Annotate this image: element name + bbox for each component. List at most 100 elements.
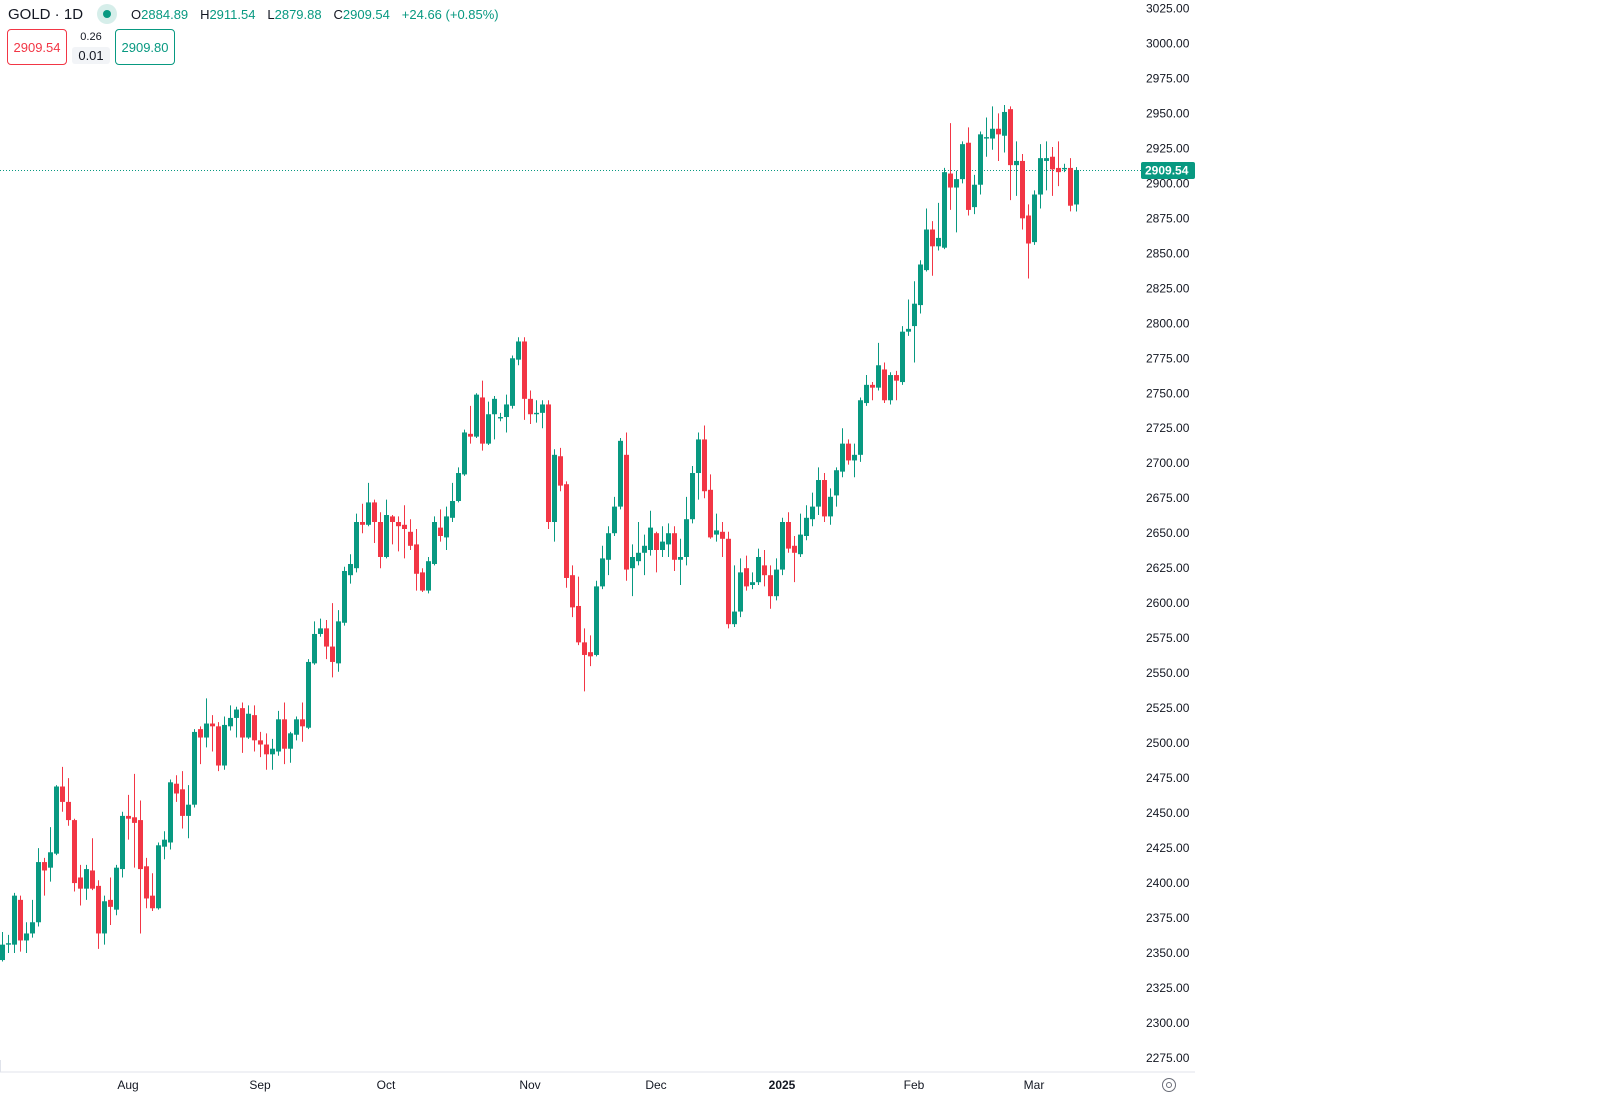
candle-body <box>204 723 209 738</box>
candle-down <box>708 474 713 539</box>
candles <box>0 104 1079 962</box>
candle-body <box>936 237 941 247</box>
candle-up <box>600 545 605 590</box>
candle-body <box>1002 111 1007 136</box>
price-tick-label: 2950.00 <box>1146 106 1190 120</box>
candle-up <box>6 934 11 954</box>
price-tick-label: 2400.00 <box>1146 876 1190 890</box>
price-tick-label: 2750.00 <box>1146 386 1190 400</box>
candle-body <box>378 522 383 557</box>
candle-up <box>666 523 671 557</box>
candle-down <box>948 123 953 210</box>
candle-up <box>348 554 353 584</box>
candle-body <box>324 628 329 647</box>
market-status-icon[interactable] <box>97 4 118 24</box>
price-tick-label: 2300.00 <box>1146 1016 1190 1030</box>
price-tick-label: 3025.00 <box>1146 1 1190 15</box>
candle-body <box>282 719 287 749</box>
candle-down <box>996 113 1001 161</box>
candle-body <box>726 538 731 625</box>
candle-up <box>912 281 917 363</box>
candle-body <box>36 862 41 923</box>
candle-body <box>750 582 755 585</box>
candle-down <box>378 512 383 569</box>
candle-down <box>654 531 659 573</box>
candle-body <box>558 456 563 486</box>
candle-up <box>918 260 923 314</box>
candle-body <box>540 404 545 413</box>
candle-down <box>360 503 365 534</box>
candle-body <box>480 397 485 444</box>
candle-body <box>1014 160 1019 166</box>
low-label: L <box>267 7 275 22</box>
candle-body <box>882 369 887 401</box>
buy-button[interactable]: 2909.80 <box>115 29 175 65</box>
candle-up <box>234 706 239 738</box>
price-tick-label: 2450.00 <box>1146 806 1190 820</box>
candle-up <box>246 705 251 739</box>
candle-body <box>348 563 353 576</box>
candle-body <box>792 545 797 553</box>
price-tick-label: 2275.00 <box>1146 1051 1190 1065</box>
candle-body <box>90 870 95 889</box>
candle-down <box>564 481 569 588</box>
candle-body <box>450 501 455 518</box>
candle-up <box>186 785 191 839</box>
candle-down <box>324 619 329 660</box>
candle-body <box>576 605 581 643</box>
time-axis[interactable]: Aug Sep Oct Nov Dec 2025 Feb Mar <box>117 1078 1044 1092</box>
candle-up <box>1074 167 1079 212</box>
candle-up <box>156 842 161 910</box>
candle-up <box>48 827 53 882</box>
candle-body <box>900 331 905 383</box>
close-value: 2909.54 <box>342 7 390 22</box>
candle-body <box>966 142 971 210</box>
candle-up <box>492 396 497 440</box>
candle-body <box>864 384 869 404</box>
candle-body <box>54 786 59 854</box>
candle-body <box>678 556 683 560</box>
change-value: +24.66 (+0.85%) <box>401 7 499 22</box>
gear-icon[interactable] <box>1162 1078 1176 1092</box>
candle-up <box>732 565 737 627</box>
candle-body <box>414 544 419 574</box>
candle-up <box>774 558 779 601</box>
candle-up <box>426 556 431 594</box>
candle-up <box>696 432 701 500</box>
candle-body <box>930 229 935 247</box>
candle-down <box>822 473 827 523</box>
candle-body <box>186 804 191 816</box>
candle-body <box>474 394 479 437</box>
spread-top-value: 0.26 <box>80 31 102 43</box>
price-tick-label: 2350.00 <box>1146 946 1190 960</box>
candle-up <box>336 610 341 672</box>
candle-body <box>1008 109 1013 166</box>
sell-button[interactable]: 2909.54 <box>7 29 67 65</box>
candle-down <box>570 565 575 618</box>
time-tick-label: Aug <box>117 1078 138 1092</box>
candle-down <box>882 362 887 404</box>
candle-body <box>390 516 395 523</box>
candle-up <box>504 394 509 433</box>
candle-body <box>744 568 749 587</box>
price-axis[interactable]: 3025.00 3000.00 2975.00 2950.00 2925.00 2900.… <box>1146 1 1190 1065</box>
price-tick-label: 2825.00 <box>1146 281 1190 295</box>
candle-up <box>984 117 989 157</box>
candle-up <box>342 566 347 626</box>
candle-body <box>582 642 587 655</box>
candle-body <box>690 473 695 520</box>
candle-down <box>72 818 77 892</box>
candle-body <box>780 522 785 570</box>
candle-up <box>120 811 125 878</box>
candle-body <box>384 515 389 557</box>
price-tick-label: 2800.00 <box>1146 316 1190 330</box>
candle-body <box>774 569 779 597</box>
candle-up <box>660 526 665 557</box>
candle-up <box>192 729 197 808</box>
candle-body <box>948 173 953 188</box>
symbol-title[interactable]: GOLD · 1D <box>8 6 83 23</box>
candle-body <box>120 815 125 870</box>
price-tick-label: 3000.00 <box>1146 36 1190 50</box>
candle-body <box>684 519 689 557</box>
